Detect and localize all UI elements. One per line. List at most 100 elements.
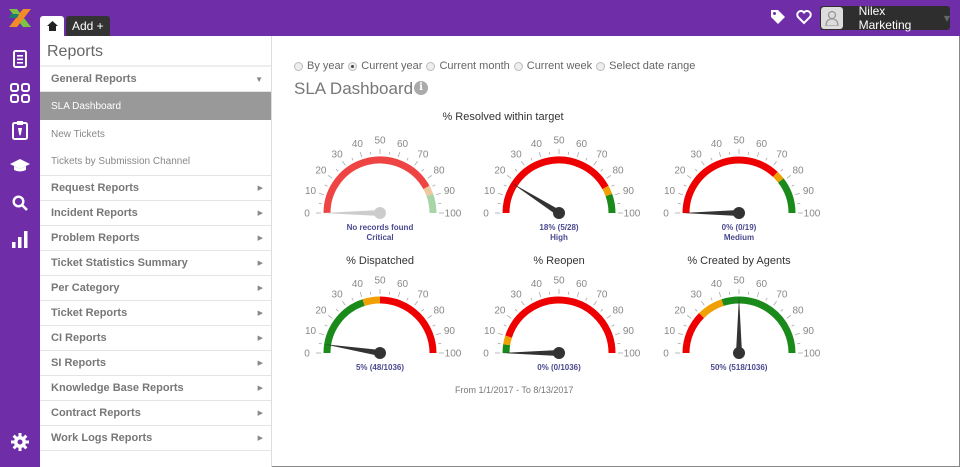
gauge-dispatched: 0 10 20 30 40 50 60 70 80 90 100 5% (48/1036) [290, 268, 470, 408]
gear-icon[interactable] [10, 432, 30, 452]
radio-current-week[interactable]: Current week [513, 60, 592, 72]
radio-select-date-range[interactable]: Select date range [596, 60, 695, 72]
svg-text:30: 30 [691, 149, 703, 160]
svg-text:10: 10 [305, 326, 317, 337]
radio-button[interactable] [294, 61, 303, 71]
gauge-created-by-agents: 0 10 20 30 40 50 60 70 80 90 100 50% (518/1036) [649, 268, 829, 408]
chevron-right-icon: ▶ [257, 285, 263, 292]
chevron-right-icon: ▶ [257, 185, 263, 192]
nilex-logo-icon[interactable] [9, 9, 31, 27]
svg-text:90: 90 [803, 186, 815, 197]
chevron-right-icon: ▶ [257, 435, 263, 442]
svg-text:40: 40 [352, 279, 364, 290]
gauge-caption: 50% (518/1036) [710, 363, 768, 372]
gauge-caption: 0% (0/1036) [537, 363, 581, 372]
svg-text:0: 0 [304, 209, 310, 220]
svg-text:40: 40 [352, 139, 364, 150]
radio-by-year[interactable]: By year [294, 60, 344, 72]
radio-button-checked[interactable] [348, 61, 358, 71]
gauge-resolved-critical: 0 10 20 30 40 50 60 70 80 90 100 No records found C… [290, 128, 470, 268]
sidebar-item-ci-reports[interactable]: CI Reports ▶ [40, 326, 271, 351]
section-title-resolved: % Resolved within target [442, 111, 564, 123]
date-filter-radio-group: By year Current year Current month Curre… [294, 60, 699, 72]
radio-button[interactable] [596, 61, 606, 71]
svg-text:80: 80 [433, 166, 445, 177]
sidebar-title: Reports [40, 36, 271, 67]
sidebar-item-work-logs-reports[interactable]: Work Logs Reports ▶ [40, 426, 271, 451]
svg-text:70: 70 [596, 289, 608, 300]
gauge-priority: Critical [366, 233, 394, 242]
sidebar-item-knowledge-base-reports[interactable]: Knowledge Base Reports ▶ [40, 376, 271, 401]
gauge-reopen: 0 10 20 30 40 50 60 70 80 90 100 0% (0/1036) [469, 268, 649, 408]
grid-icon[interactable] [10, 83, 30, 103]
info-icon[interactable]: i [414, 81, 428, 95]
svg-text:10: 10 [305, 186, 317, 197]
svg-text:10: 10 [664, 186, 676, 197]
bar-chart-icon[interactable] [10, 229, 30, 249]
tag-icon[interactable] [770, 9, 786, 25]
svg-text:60: 60 [576, 279, 588, 290]
sidebar-item-incident-reports[interactable]: Incident Reports ▶ [40, 201, 271, 226]
document-icon[interactable] [10, 49, 30, 69]
radio-button[interactable] [426, 61, 436, 71]
add-tab-button[interactable]: Add + [66, 16, 110, 36]
sidebar-item-per-category[interactable]: Per Category ▶ [40, 276, 271, 301]
radio-current-month[interactable]: Current month [426, 60, 510, 72]
sidebar-item-si-reports[interactable]: SI Reports ▶ [40, 351, 271, 376]
gauge-title-reopen: % Reopen [533, 255, 585, 267]
sidebar-subitem-tickets-by-channel[interactable]: Tickets by Submission Channel [40, 148, 271, 176]
radio-button[interactable] [513, 61, 523, 71]
svg-text:80: 80 [612, 166, 624, 177]
sidebar-item-contract-reports[interactable]: Contract Reports ▶ [40, 401, 271, 426]
home-tab[interactable] [40, 16, 64, 36]
sidebar-item-ticket-reports[interactable]: Ticket Reports ▶ [40, 301, 271, 326]
chevron-right-icon: ▶ [257, 260, 263, 267]
gauge-resolved-high: 0 10 20 30 40 50 60 70 80 90 100 18% (5/28) High [469, 128, 649, 268]
svg-text:30: 30 [332, 149, 344, 160]
svg-text:60: 60 [756, 139, 768, 150]
svg-text:60: 60 [397, 139, 409, 150]
svg-text:100: 100 [445, 349, 462, 360]
user-menu[interactable]: Nilex Marketing ▼ [820, 4, 950, 32]
heart-icon[interactable] [796, 9, 812, 25]
gauge-priority: Medium [723, 233, 755, 242]
svg-text:70: 70 [417, 149, 429, 160]
svg-text:50: 50 [374, 136, 386, 147]
search-icon[interactable] [10, 193, 30, 213]
sidebar-item-request-reports[interactable]: Request Reports ▶ [40, 176, 271, 201]
svg-text:0: 0 [663, 209, 669, 220]
chevron-right-icon: ▶ [257, 335, 263, 342]
page-title: SLA Dashboard [294, 79, 414, 98]
gauge-title-created-by-agents: % Created by Agents [687, 255, 791, 267]
svg-text:50: 50 [553, 136, 565, 147]
svg-text:80: 80 [612, 306, 624, 317]
top-bar: Add + Nilex Marketing ▼ [0, 0, 960, 36]
svg-text:0: 0 [663, 349, 669, 360]
sidebar-item-ticket-statistics-summary[interactable]: Ticket Statistics Summary ▶ [40, 251, 271, 276]
svg-text:40: 40 [711, 139, 723, 150]
svg-text:90: 90 [444, 326, 456, 337]
clipboard-icon[interactable] [10, 120, 30, 140]
svg-text:80: 80 [792, 306, 804, 317]
sidebar-item-problem-reports[interactable]: Problem Reports ▶ [40, 226, 271, 251]
chevron-right-icon: ▶ [257, 410, 263, 417]
svg-text:10: 10 [484, 326, 496, 337]
graduation-cap-icon[interactable] [10, 156, 30, 176]
svg-text:100: 100 [624, 349, 641, 360]
radio-current-year[interactable]: Current year [348, 60, 422, 72]
svg-text:60: 60 [397, 279, 409, 290]
chevron-right-icon: ▶ [257, 360, 263, 367]
gauge-title-dispatched: % Dispatched [346, 255, 414, 267]
svg-text:100: 100 [804, 209, 821, 220]
svg-text:80: 80 [792, 166, 804, 177]
svg-text:20: 20 [674, 166, 686, 177]
user-avatar-icon [821, 7, 843, 29]
sidebar-item-general-reports[interactable]: General Reports ▼ [40, 67, 271, 92]
svg-text:10: 10 [484, 186, 496, 197]
gauge-resolved-medium: 0 10 20 30 40 50 60 70 80 90 100 0% (0/19) Medium [649, 128, 829, 268]
sidebar-subitem-sla-dashboard[interactable]: SLA Dashboard [40, 92, 271, 120]
svg-text:100: 100 [624, 209, 641, 220]
sidebar-subitem-new-tickets[interactable]: New Tickets [51, 128, 105, 140]
chevron-down-icon: ▼ [255, 74, 263, 84]
svg-text:20: 20 [674, 306, 686, 317]
